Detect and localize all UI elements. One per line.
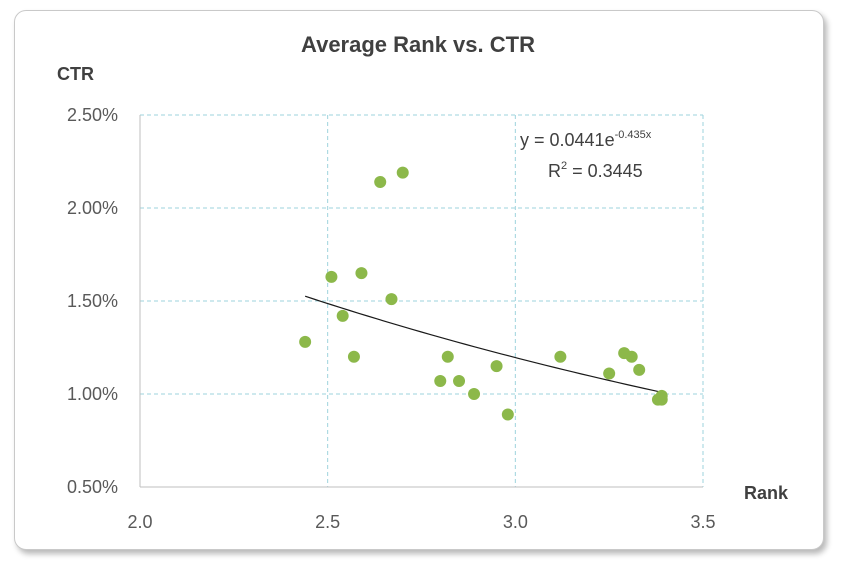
equation-prefix: y = 0.0441e: [520, 130, 615, 150]
y-tick-label: 1.50%: [67, 291, 118, 311]
data-point: [655, 393, 668, 406]
data-point: [554, 350, 567, 363]
equation-text: y = 0.0441e-0.435x: [520, 129, 652, 150]
data-point: [490, 360, 503, 373]
data-point: [347, 350, 360, 363]
r2-value: = 0.3445: [567, 161, 643, 181]
r2-prefix: R: [548, 161, 561, 181]
x-tick-labels: 2.0 2.5 3.0 3.5: [127, 512, 715, 532]
data-point: [325, 270, 338, 283]
x-tick-label: 2.0: [127, 512, 152, 532]
y-tick-label: 2.00%: [67, 198, 118, 218]
data-point: [441, 350, 454, 363]
data-point: [374, 175, 387, 188]
r-squared-text: R2 = 0.3445: [548, 160, 643, 181]
data-point: [299, 335, 312, 348]
x-tick-label: 3.0: [503, 512, 528, 532]
gridlines: [140, 114, 704, 487]
data-point: [385, 293, 398, 306]
data-point: [396, 166, 409, 179]
y-tick-label: 0.50%: [67, 477, 118, 497]
data-point: [501, 408, 514, 421]
data-point: [453, 374, 466, 387]
x-tick-label: 2.5: [315, 512, 340, 532]
y-axis-title: CTR: [57, 64, 94, 84]
trendline: [304, 295, 662, 393]
data-point: [434, 374, 447, 387]
data-point: [633, 363, 646, 376]
chart-frame: [14, 10, 824, 550]
data-point: [603, 367, 616, 380]
data-point: [336, 309, 349, 322]
data-points: [299, 166, 668, 421]
r2-power: 2: [561, 160, 567, 172]
data-point: [355, 267, 368, 280]
trendline-equation: y = 0.0441e-0.435x R2 = 0.3445: [520, 129, 652, 181]
data-point: [468, 388, 481, 400]
equation-exponent: -0.435x: [615, 129, 652, 141]
x-axis-title: Rank: [744, 483, 789, 503]
x-tick-label: 3.5: [690, 512, 715, 532]
y-tick-label: 2.50%: [67, 105, 118, 125]
trendline-curve: [304, 295, 662, 393]
chart-title: Average Rank vs. CTR: [301, 32, 535, 57]
data-point: [625, 350, 638, 363]
y-tick-label: 1.00%: [67, 384, 118, 404]
y-tick-labels: 0.50% 1.00% 1.50% 2.00% 2.50%: [67, 105, 118, 497]
axes: [139, 115, 703, 488]
